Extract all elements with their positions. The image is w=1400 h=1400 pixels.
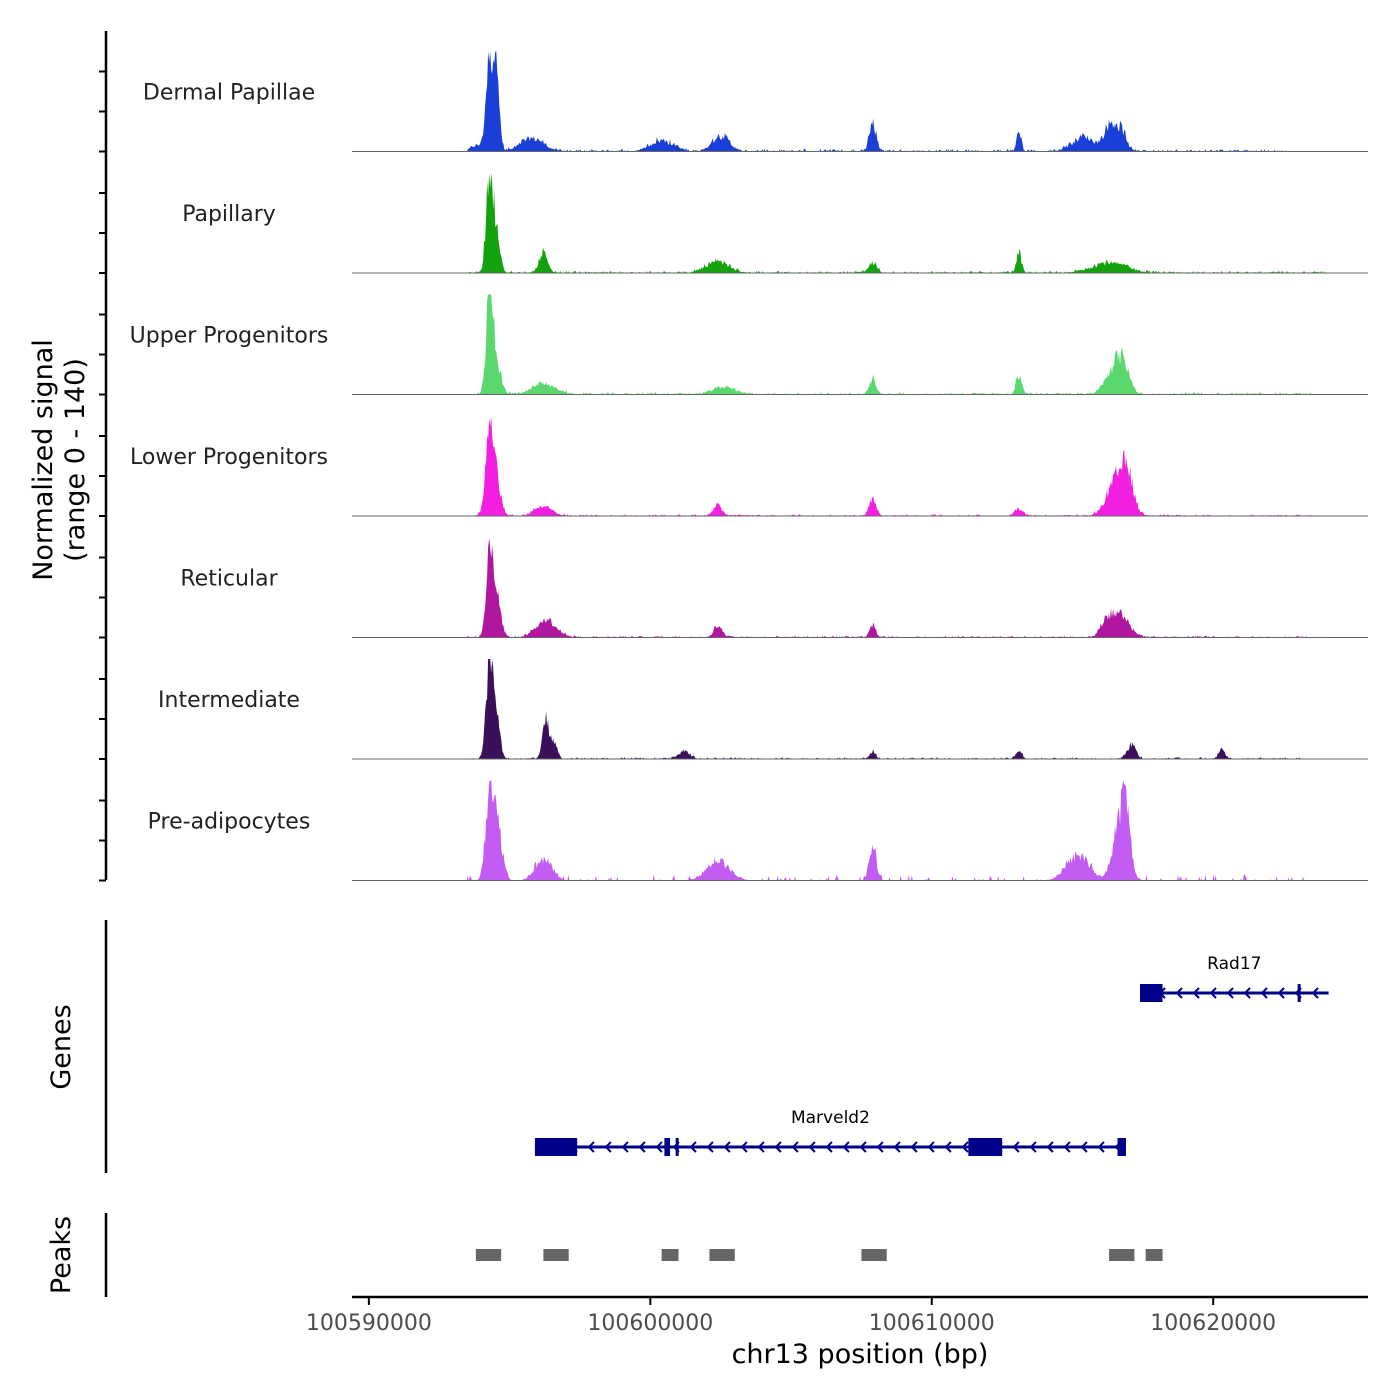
exon <box>1297 984 1301 1002</box>
x-axis: 100590000 100600000 100610000 100620000 <box>306 1295 1368 1336</box>
strand-arrow <box>604 1141 612 1153</box>
exon <box>534 1138 578 1156</box>
peak-region <box>543 1249 569 1261</box>
y-axis-title-line2: (range 0 - 140) <box>60 358 91 562</box>
strand-arrow <box>808 1141 816 1153</box>
strand-arrow <box>1097 1141 1105 1153</box>
exon <box>968 1138 1003 1156</box>
coverage-tracks: Dermal Papillae Papillary Upper Progenitor… <box>99 31 1368 882</box>
peak-region <box>1145 1249 1163 1261</box>
strand-arrow <box>689 1141 697 1153</box>
strand-arrow <box>791 1141 799 1153</box>
track-label: Reticular <box>180 567 278 592</box>
strand-arrow <box>1243 987 1251 999</box>
track-lower-progenitors: Lower Progenitors <box>99 416 1368 517</box>
x-tick-label: 100610000 <box>869 1311 995 1336</box>
strand-arrow <box>1209 987 1217 999</box>
strand-arrow <box>774 1141 782 1153</box>
strand-arrow <box>859 1141 867 1153</box>
genes-panel-title: Genes <box>46 1004 77 1089</box>
strand-arrow <box>1046 1141 1054 1153</box>
strand-arrow <box>927 1141 935 1153</box>
exon <box>675 1138 679 1156</box>
peaks-panel-title: Peaks <box>46 1216 77 1294</box>
strand-arrow <box>1260 987 1268 999</box>
strand-arrow <box>740 1141 748 1153</box>
strand-arrow <box>1012 1141 1020 1153</box>
track-label: Pre-adipocytes <box>148 810 311 835</box>
signal-area <box>352 416 1368 516</box>
strand-arrow <box>638 1141 646 1153</box>
peaks-panel <box>104 1213 1163 1297</box>
exon <box>664 1138 671 1156</box>
gene-rad17: Rad17 <box>1140 954 1329 1002</box>
strand-arrow <box>706 1141 714 1153</box>
peak-region <box>475 1249 502 1261</box>
track-label: Dermal Papillae <box>143 81 315 106</box>
x-tick-label: 100600000 <box>587 1311 713 1336</box>
strand-arrow <box>621 1141 629 1153</box>
signal-area <box>352 780 1368 881</box>
strand-arrow <box>1080 1141 1088 1153</box>
strand-arrow <box>961 1141 969 1153</box>
strand-arrow <box>893 1141 901 1153</box>
track-label: Papillary <box>182 202 276 227</box>
signal-area <box>352 51 1368 152</box>
track-label: Intermediate <box>158 688 300 713</box>
exon <box>1117 1138 1126 1156</box>
gene-name: Rad17 <box>1207 954 1261 974</box>
genes-panel: Rad17 Marveld2 <box>104 920 1329 1173</box>
strand-arrow <box>1277 987 1285 999</box>
peak-region <box>1109 1249 1135 1261</box>
track-dermal-papillae: Dermal Papillae <box>99 51 1368 153</box>
track-label: Lower Progenitors <box>130 445 328 470</box>
strand-arrow <box>587 1141 595 1153</box>
strand-arrow <box>910 1141 918 1153</box>
strand-arrow <box>723 1141 731 1153</box>
peak-region <box>661 1249 679 1261</box>
track-pre-adipocytes: Pre-adipocytes <box>99 780 1368 882</box>
signal-area <box>352 537 1368 638</box>
x-tick-label: 100620000 <box>1150 1311 1276 1336</box>
exon <box>1140 984 1163 1002</box>
strand-arrow <box>1311 987 1319 999</box>
gene-name: Marveld2 <box>791 1108 870 1128</box>
strand-arrow <box>1029 1141 1037 1153</box>
peak-region <box>709 1249 735 1261</box>
track-reticular: Reticular <box>99 537 1368 639</box>
signal-area <box>352 659 1368 759</box>
gene-marveld2: Marveld2 <box>534 1108 1126 1156</box>
peak-region <box>861 1249 887 1261</box>
strand-arrow <box>1192 987 1200 999</box>
strand-arrow <box>1063 1141 1071 1153</box>
track-upper-progenitors: Upper Progenitors <box>99 294 1368 396</box>
strand-arrow <box>825 1141 833 1153</box>
track-label: Upper Progenitors <box>130 324 329 349</box>
y-axis-title-line1: Normalized signal <box>28 339 59 581</box>
track-papillary: Papillary <box>99 173 1368 274</box>
track-intermediate: Intermediate <box>99 659 1368 760</box>
strand-arrow <box>944 1141 952 1153</box>
strand-arrow <box>1175 987 1183 999</box>
strand-arrow <box>1226 987 1234 999</box>
signal-area <box>352 173 1368 273</box>
strand-arrow <box>655 1141 663 1153</box>
strand-arrow <box>757 1141 765 1153</box>
x-tick-label: 100590000 <box>306 1311 432 1336</box>
x-axis-title: chr13 position (bp) <box>732 1339 989 1370</box>
signal-area <box>352 294 1368 395</box>
strand-arrow <box>876 1141 884 1153</box>
strand-arrow <box>842 1141 850 1153</box>
